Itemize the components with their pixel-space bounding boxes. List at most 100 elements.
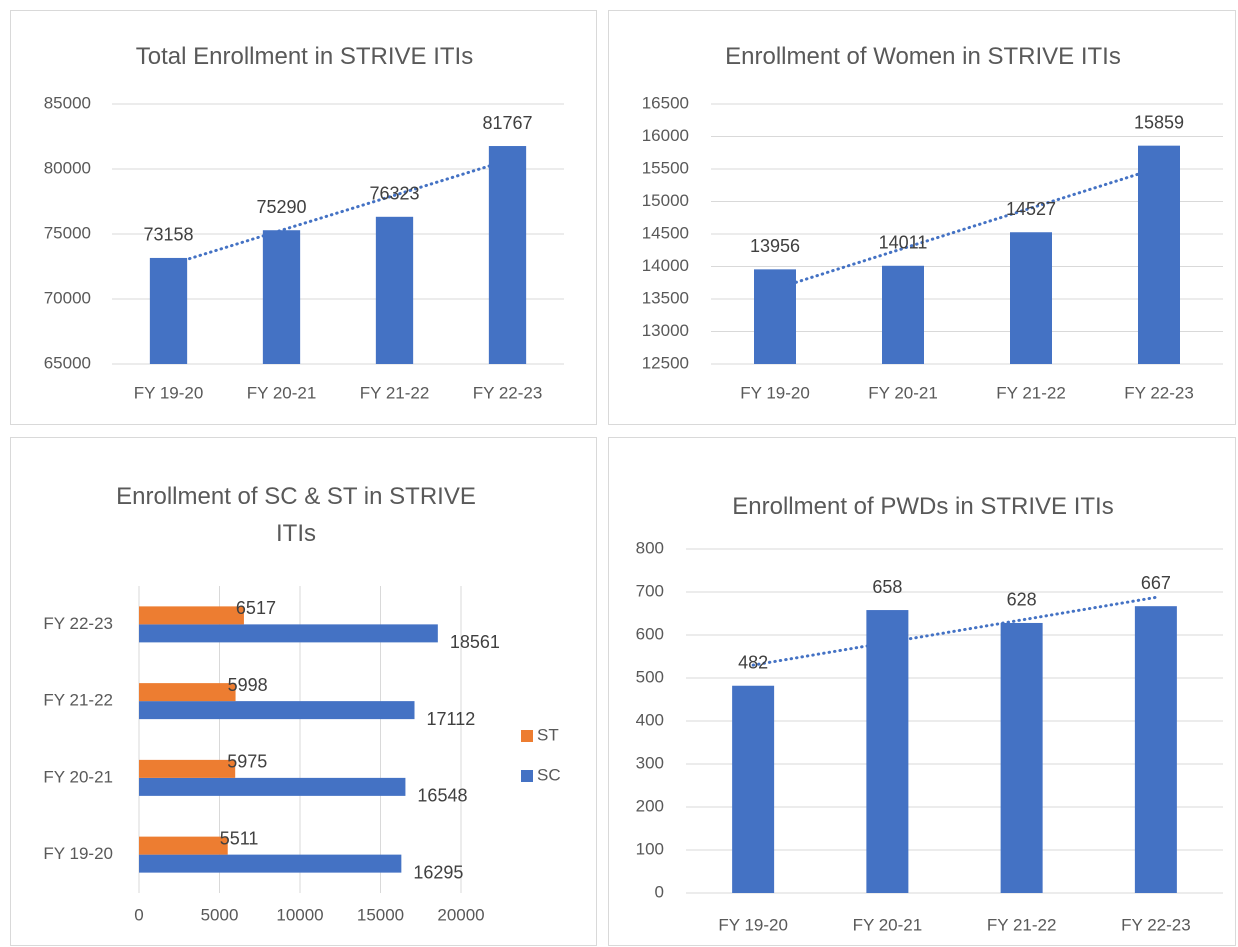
y-tick-label: 70000 bbox=[44, 288, 91, 307]
bar bbox=[1000, 622, 1043, 893]
y-tick-label: 800 bbox=[636, 538, 664, 557]
data-label: 14527 bbox=[1006, 199, 1056, 219]
y-tick-label: 600 bbox=[636, 624, 664, 643]
y-tick-label: 75000 bbox=[44, 223, 91, 242]
chart-panel: Enrollment of PWDs in STRIVE ITIs 0 100 200… bbox=[608, 437, 1236, 946]
y-tick-label: 13500 bbox=[642, 288, 689, 307]
bar bbox=[375, 216, 414, 364]
y-tick-label: 300 bbox=[636, 753, 664, 772]
bar bbox=[866, 610, 909, 893]
data-label: 15859 bbox=[1134, 112, 1184, 132]
data-label: 75290 bbox=[256, 197, 306, 217]
bar bbox=[139, 836, 228, 855]
data-label: 13956 bbox=[750, 236, 800, 256]
y-tick-label: 16500 bbox=[642, 93, 689, 112]
data-label: 73158 bbox=[143, 225, 193, 245]
y-tick-label: 85000 bbox=[44, 93, 91, 112]
x-tick-label: FY 21-22 bbox=[996, 383, 1066, 402]
y-tick-label: 16000 bbox=[642, 126, 689, 145]
chart: 65000 70000 75000 80000 85000 FY 19-20 FY 20-2… bbox=[44, 93, 564, 402]
y-tick-label: FY 19-20 bbox=[43, 844, 113, 863]
bar bbox=[1138, 145, 1180, 364]
trendline bbox=[773, 166, 1161, 291]
data-label: 18561 bbox=[450, 632, 500, 652]
x-tick-label: 20000 bbox=[437, 905, 484, 924]
y-tick-label: 14000 bbox=[642, 256, 689, 275]
y-tick-label: 500 bbox=[636, 667, 664, 686]
chart-panel: Total Enrollment in STRIVE ITIs 65000 7000… bbox=[10, 10, 597, 425]
x-tick-label: 10000 bbox=[276, 905, 323, 924]
chart-title: Enrollment of PWDs in STRIVE ITIs bbox=[732, 493, 1114, 520]
bar bbox=[139, 701, 415, 720]
x-tick-label: FY 22-23 bbox=[473, 383, 543, 402]
y-tick-label: FY 21-22 bbox=[43, 691, 113, 710]
x-tick-label: 0 bbox=[134, 905, 143, 924]
bar bbox=[1010, 232, 1052, 364]
data-label: 14011 bbox=[879, 233, 928, 253]
x-tick-label: FY 19-20 bbox=[718, 915, 788, 934]
data-label: 17112 bbox=[427, 709, 476, 729]
chart: 0 5000 10000 15000 20000 FY 19-20 16295 5511 FY … bbox=[43, 586, 561, 924]
bar bbox=[262, 230, 301, 364]
trendline bbox=[167, 158, 509, 267]
chart-title: Total Enrollment in STRIVE ITIs bbox=[135, 43, 474, 70]
y-tick-label: 14500 bbox=[642, 223, 689, 242]
y-tick-label: 0 bbox=[655, 882, 664, 901]
x-tick-label: FY 21-22 bbox=[360, 383, 430, 402]
data-label: 667 bbox=[1141, 573, 1171, 593]
trendline bbox=[751, 595, 1158, 667]
y-tick-label: 200 bbox=[636, 796, 664, 815]
bar bbox=[139, 606, 244, 625]
y-tick-label: FY 20-21 bbox=[43, 767, 113, 786]
y-tick-label: 400 bbox=[636, 710, 664, 729]
bar bbox=[139, 759, 236, 778]
y-tick-label: 13000 bbox=[642, 321, 689, 340]
chart: 12500 13000 13500 14000 14500 15000 15500 16000… bbox=[642, 93, 1223, 402]
x-tick-label: FY 22-23 bbox=[1124, 383, 1194, 402]
x-tick-label: 15000 bbox=[357, 905, 404, 924]
y-tick-label: 15500 bbox=[642, 158, 689, 177]
chart-panel: Enrollment of Women in STRIVE ITIs 12500 1… bbox=[608, 10, 1236, 425]
data-label: 628 bbox=[1007, 590, 1037, 610]
data-label: 81767 bbox=[482, 113, 532, 133]
x-tick-label: FY 19-20 bbox=[134, 383, 204, 402]
y-tick-label: FY 22-23 bbox=[43, 614, 113, 633]
bar bbox=[149, 257, 188, 364]
data-label: 16295 bbox=[413, 862, 463, 882]
data-label: 16548 bbox=[417, 786, 467, 806]
legend-swatch bbox=[521, 730, 533, 742]
y-tick-label: 12500 bbox=[642, 353, 689, 372]
bar bbox=[139, 777, 406, 796]
data-label: 76323 bbox=[369, 184, 419, 204]
x-tick-label: 5000 bbox=[201, 905, 239, 924]
chart-title: Enrollment of SC & ST in STRIVE ITIs bbox=[116, 483, 476, 547]
bar bbox=[488, 146, 527, 364]
bar bbox=[732, 685, 775, 893]
x-tick-label: FY 19-20 bbox=[740, 383, 810, 402]
data-label: 5998 bbox=[228, 675, 268, 695]
x-tick-label: FY 21-22 bbox=[987, 915, 1057, 934]
y-tick-label: 700 bbox=[636, 581, 664, 600]
x-tick-label: FY 20-21 bbox=[868, 383, 938, 402]
legend-swatch bbox=[521, 770, 533, 782]
x-tick-label: FY 20-21 bbox=[853, 915, 923, 934]
bar bbox=[139, 624, 438, 643]
data-label: 658 bbox=[872, 577, 902, 597]
y-tick-label: 65000 bbox=[44, 353, 91, 372]
bar bbox=[1134, 606, 1177, 893]
bar bbox=[754, 269, 796, 364]
chart: 0 100 200 300 400 500 600 700 800 FY 19-20 FY 20-2… bbox=[636, 538, 1223, 934]
data-label: 5511 bbox=[220, 828, 259, 848]
chart-panel: Enrollment of SC & ST in STRIVE ITIs 0 500… bbox=[10, 437, 597, 946]
bar bbox=[139, 854, 402, 873]
legend-label: SC bbox=[537, 765, 561, 784]
bar bbox=[882, 265, 924, 364]
y-tick-label: 100 bbox=[636, 839, 664, 858]
bar bbox=[139, 683, 236, 702]
x-tick-label: FY 22-23 bbox=[1121, 915, 1191, 934]
data-label: 5975 bbox=[227, 752, 267, 772]
data-label: 482 bbox=[738, 652, 768, 672]
legend-label: ST bbox=[537, 725, 559, 744]
y-tick-label: 80000 bbox=[44, 158, 91, 177]
